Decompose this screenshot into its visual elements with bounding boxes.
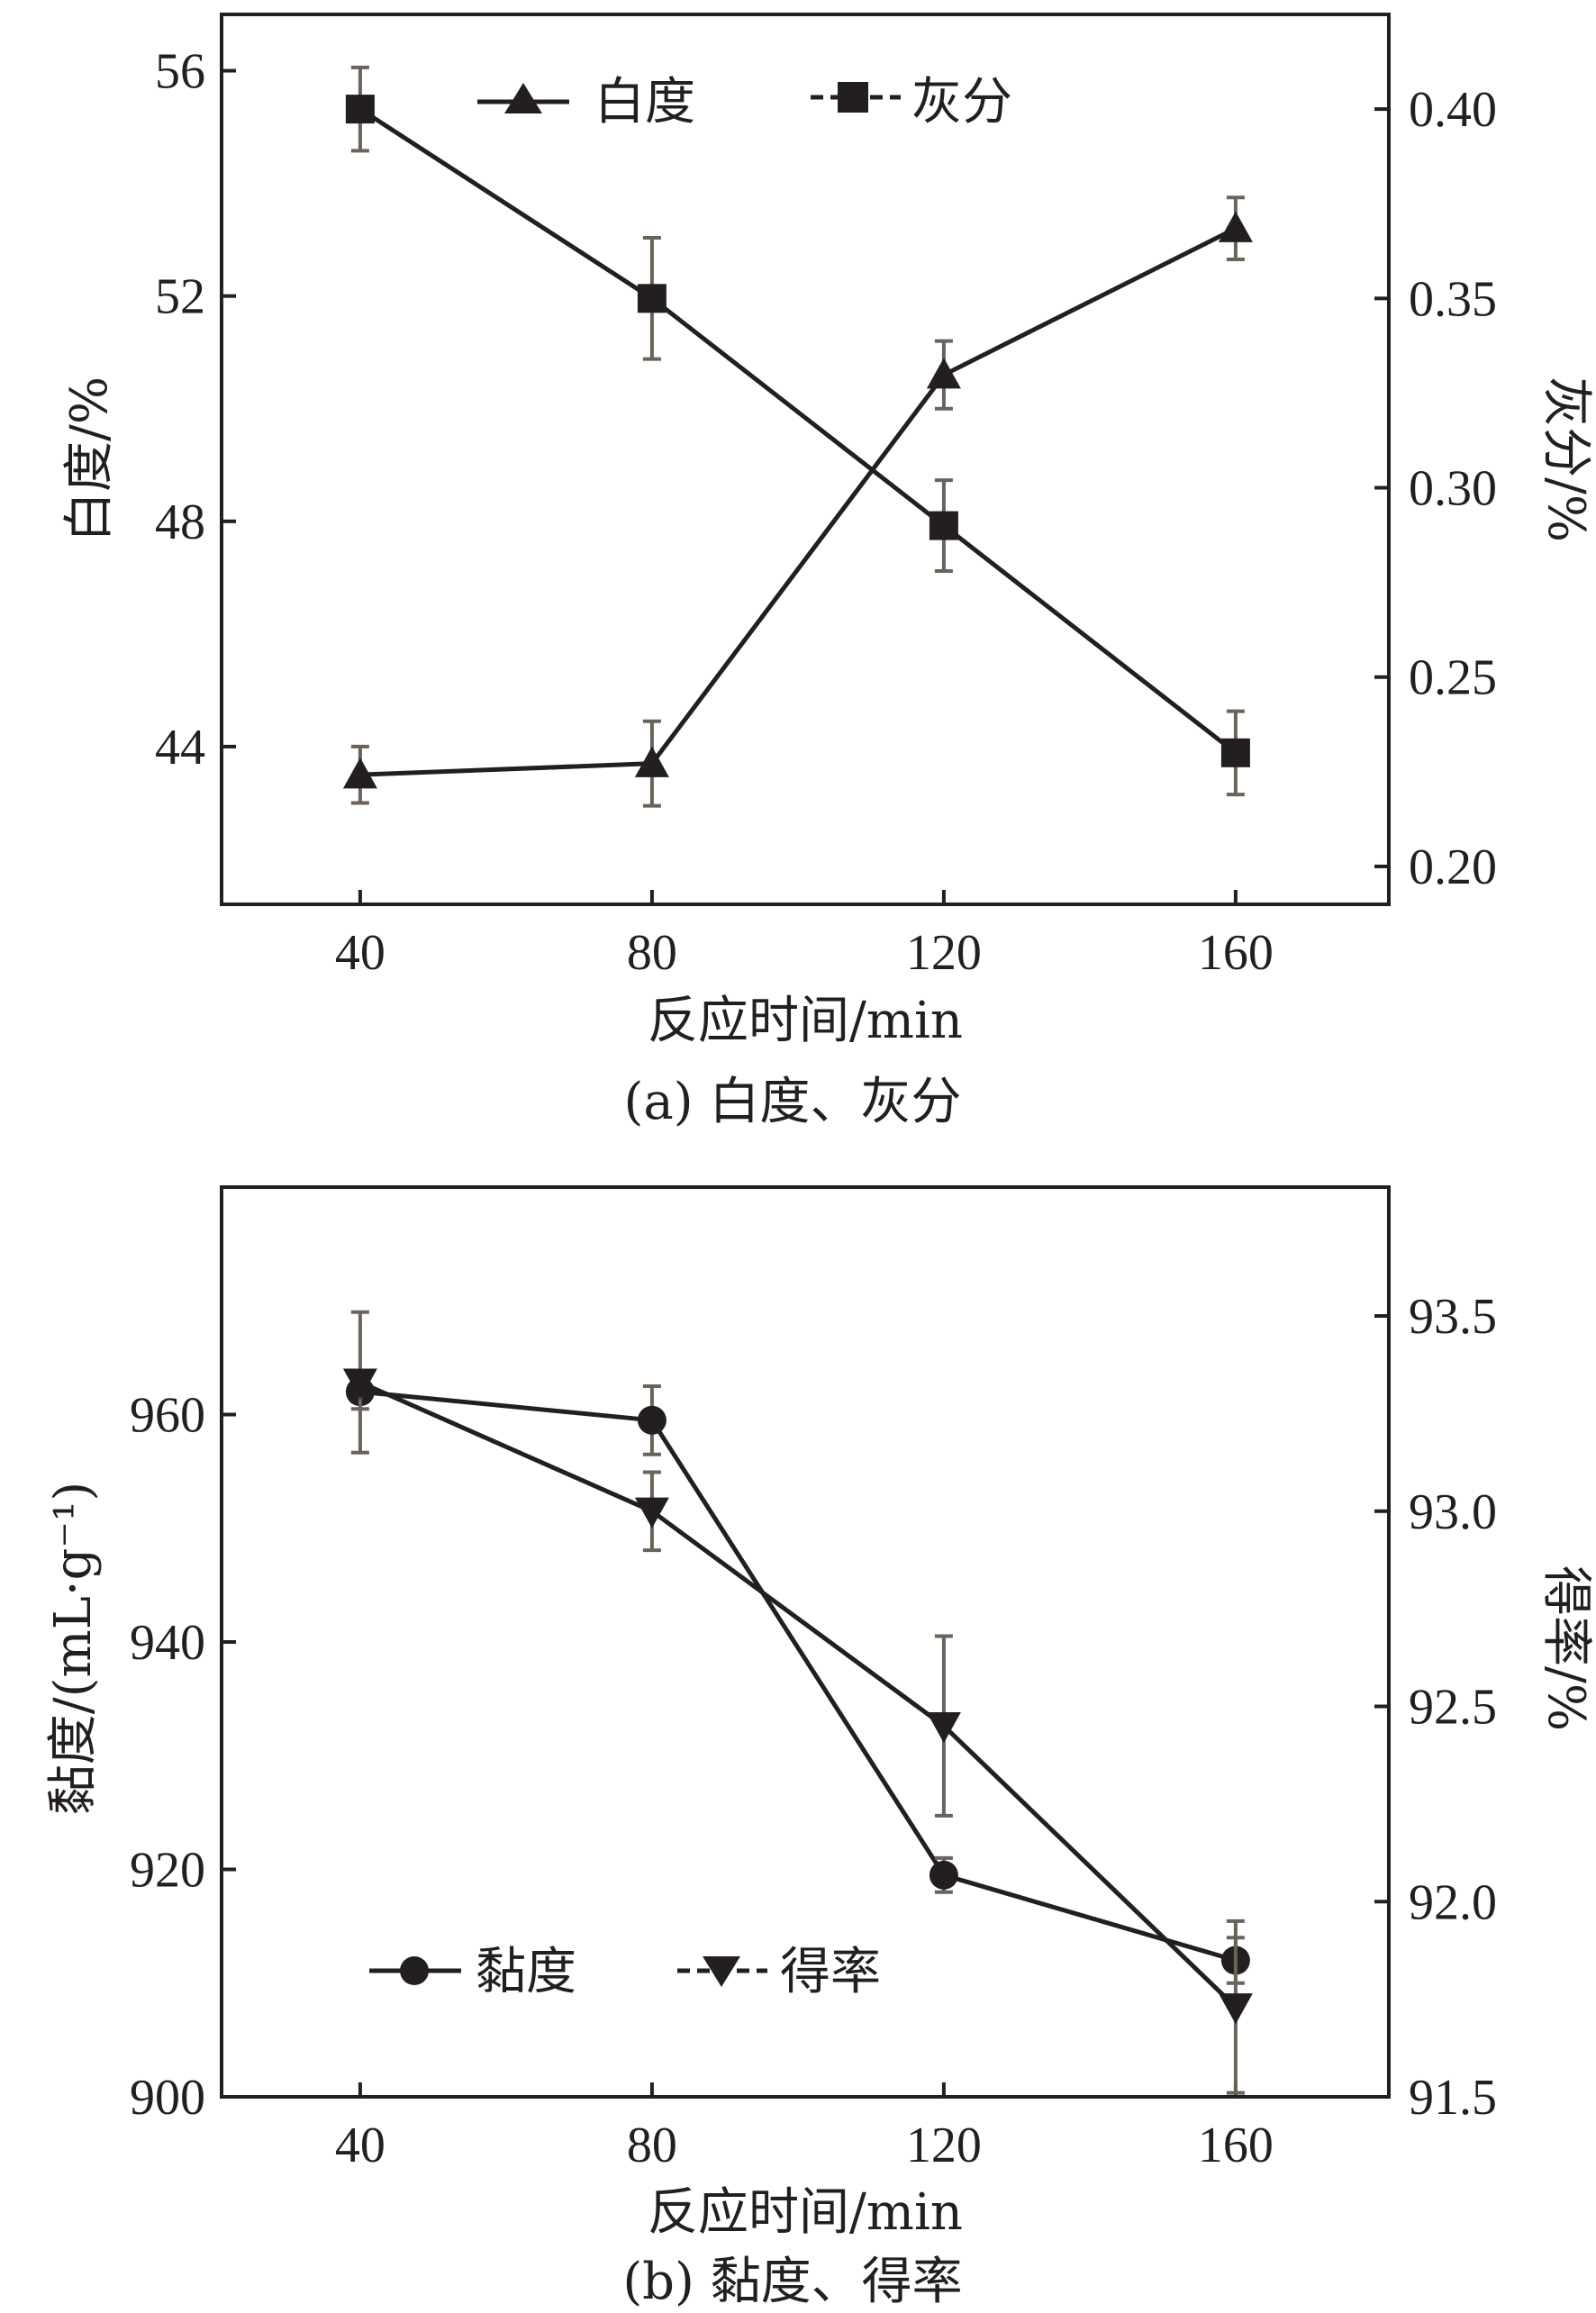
series-灰分	[345, 65, 1250, 797]
x-axis-title: 反应时间/min	[648, 2183, 963, 2242]
legend-label: 黏度	[476, 1943, 576, 2001]
data-point	[926, 358, 961, 389]
data-point	[637, 284, 667, 313]
y2-tick-label: 91.5	[1409, 2070, 1497, 2126]
data-point	[345, 95, 375, 124]
y2-tick-label: 0.40	[1409, 82, 1497, 138]
y2-axis-title: 得率/%	[1537, 1565, 1595, 1731]
series-白度	[342, 195, 1253, 808]
data-point	[1218, 211, 1253, 242]
y2-tick-label: 0.35	[1409, 271, 1497, 327]
x-tick-label: 40	[335, 925, 385, 981]
y-tick-label: 940	[130, 1615, 205, 1671]
panel-a-chart: 40 80 120 160 44 48 52 56 0.20 0.25 0.30 0.35 0.40 白…	[60, 13, 1595, 1131]
y-tick-label: 56	[155, 44, 205, 100]
legend-marker-circle	[400, 1956, 429, 1985]
data-point	[637, 1405, 667, 1435]
data-point	[929, 511, 958, 540]
y2-tick-label: 93.0	[1409, 1484, 1497, 1540]
series-得率	[342, 1310, 1253, 2095]
series-line	[359, 1389, 1237, 1963]
y-tick-label: 920	[130, 1843, 205, 1899]
x-tick-label: 160	[1198, 925, 1274, 981]
data-point	[1218, 1993, 1253, 2025]
y2-tick-label: 92.5	[1409, 1680, 1497, 1736]
x-tick-label: 160	[1198, 2118, 1274, 2173]
x-tick-label: 120	[906, 925, 982, 981]
x-tick-label: 80	[627, 2118, 677, 2173]
y-tick-label: 48	[155, 494, 205, 550]
y-tick-label: 44	[155, 720, 205, 776]
data-point	[342, 757, 377, 789]
legend: 白度 灰分	[477, 73, 1012, 132]
y2-tick-label: 0.25	[1409, 650, 1497, 706]
legend: 黏度 得率	[369, 1943, 881, 2001]
data-point	[634, 1497, 669, 1528]
y-tick-label: 52	[155, 269, 205, 325]
data-point	[1220, 738, 1250, 767]
legend-label: 灰分	[911, 73, 1012, 132]
y2-tick-label: 93.5	[1409, 1289, 1497, 1345]
legend-marker-square	[838, 82, 868, 113]
series-line	[358, 1380, 1238, 2009]
legend-marker-triangle	[504, 83, 542, 113]
legend-label: 白度	[594, 73, 695, 132]
y-tick-label: 900	[130, 2070, 205, 2126]
y-axis-title: 黏度/(mL·g⁻¹)	[44, 1482, 103, 1816]
legend-label: 得率	[780, 1943, 881, 2001]
y2-tick-label: 92.0	[1409, 1874, 1497, 1930]
x-tick-label: 120	[906, 2118, 982, 2173]
legend-marker-triangle-down	[703, 1956, 740, 1987]
data-point	[929, 1860, 958, 1890]
y2-axis-title: 灰分/%	[1537, 376, 1595, 542]
data-point	[634, 746, 669, 777]
x-axis-title: 反应时间/min	[648, 992, 963, 1050]
x-tick-label: 40	[335, 2118, 385, 2173]
y-tick-label: 960	[130, 1388, 205, 1444]
data-point	[342, 1368, 377, 1400]
y-axis-title: 白度/%	[60, 376, 119, 542]
y2-tick-label: 0.20	[1409, 839, 1497, 895]
panel-b-chart: 40 80 120 160 900 920 940 960 91.5 92.0 92.5 93.0 93…	[44, 1185, 1595, 2311]
data-point	[926, 1711, 961, 1744]
panel-caption: (a) 白度、灰分	[624, 1073, 962, 1131]
x-tick-label: 80	[627, 925, 677, 981]
plot-frame	[220, 13, 1391, 906]
series-line	[359, 226, 1238, 777]
series-line	[358, 107, 1238, 755]
panel-caption: (b) 黏度、得率	[622, 2253, 962, 2311]
y2-tick-label: 0.30	[1409, 461, 1497, 517]
